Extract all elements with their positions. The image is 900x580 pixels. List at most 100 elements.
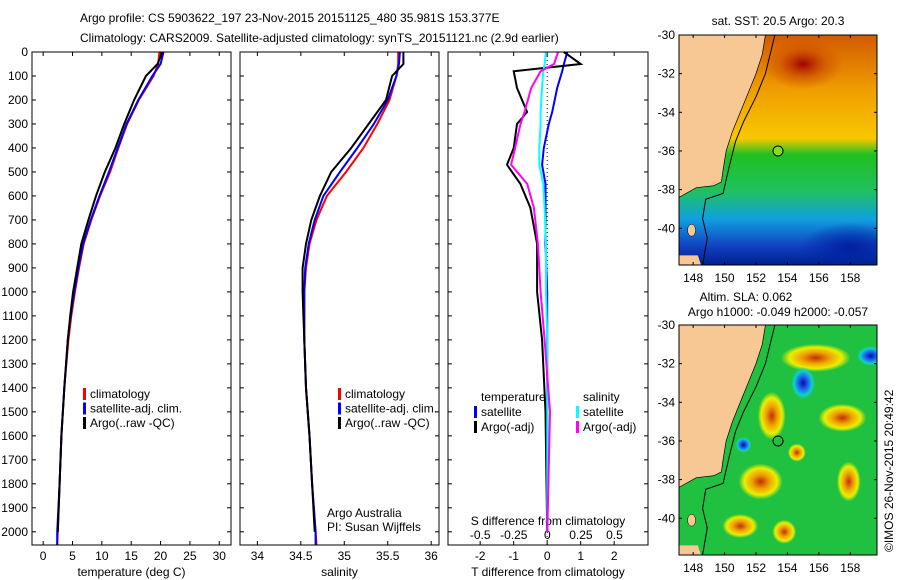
y-tick-label: 600 <box>8 189 28 203</box>
lon-tick-label: 156 <box>809 271 829 285</box>
lat-tick-label: -38 <box>658 473 676 487</box>
series-line-satellite-adj-clim- <box>303 51 401 545</box>
series-line-climatology <box>303 52 400 546</box>
x-tick-label: 0 <box>40 549 47 563</box>
x-tick-label: 25 <box>183 549 197 563</box>
s-tick-label: 0.25 <box>569 528 593 542</box>
x-tick-label: 20 <box>154 549 168 563</box>
coastline <box>679 325 766 488</box>
s-tick-label: -0.25 <box>500 528 528 542</box>
y-tick-label: 400 <box>8 141 28 155</box>
x-tick-label: 10 <box>95 549 109 563</box>
warm-eddy <box>818 403 867 432</box>
cold-eddy <box>856 345 877 366</box>
island <box>687 223 696 237</box>
y-tick-label: 900 <box>8 261 28 275</box>
lon-tick-label: 154 <box>777 561 797 575</box>
axes-frame <box>447 51 649 546</box>
land-mainland <box>679 35 766 198</box>
lon-tick-label: 148 <box>683 561 703 575</box>
credit-line1: Argo Australia <box>327 506 402 520</box>
lat-tick-label: -34 <box>658 105 676 119</box>
x-tick-label: 34.5 <box>289 549 313 563</box>
warm-eddy <box>757 391 786 440</box>
lon-tick-label: 156 <box>809 561 829 575</box>
y-tick-label: 500 <box>8 165 28 179</box>
x-tick-label: 35.5 <box>376 549 400 563</box>
warm-eddy <box>738 463 783 500</box>
sst-map: 148 150 152 154 156 158 -30 -32 -34 -36 -38 -40 sat.… <box>658 14 878 285</box>
y-tick-label: 1100 <box>2 309 28 323</box>
warm-eddy <box>836 461 861 502</box>
y-tick-label: 1700 <box>1 453 28 467</box>
lat-tick-label: -32 <box>658 67 676 81</box>
x-tick-label: 30 <box>213 549 227 563</box>
sla-map: 148 150 152 154 156 158 -30 -32 -34 -36 -38 -40 Alti… <box>658 290 878 575</box>
y-tick-label: 100 <box>8 69 28 83</box>
x-tick-label: -1 <box>508 549 519 563</box>
x-axis-label: salinity <box>321 565 358 579</box>
legend-label: Argo(..raw -QC) <box>90 416 175 430</box>
lon-tick-label: 158 <box>840 561 860 575</box>
y-tick-label: 1900 <box>1 501 28 515</box>
lat-tick-label: -38 <box>658 183 676 197</box>
legend-label: Argo(-adj) <box>583 420 636 434</box>
y-tick-label: 800 <box>8 237 28 251</box>
profile-panel-3: -2 -1 0 1 2 T difference from climatology -0.5… <box>447 51 649 579</box>
lat-tick-label: -30 <box>658 318 676 332</box>
coastline <box>679 35 766 198</box>
legend-label: Argo(-adj) <box>481 420 534 434</box>
lon-tick-label: 152 <box>746 271 766 285</box>
warm-core <box>763 38 844 89</box>
lon-tick-label: 154 <box>777 271 797 285</box>
legend-swatch <box>576 421 579 433</box>
warm-eddy <box>787 443 806 462</box>
lat-tick-label: -36 <box>658 144 676 158</box>
map-title: sat. SST: 20.5 Argo: 20.3 <box>712 14 845 28</box>
cold-eddy <box>791 366 816 399</box>
axes-frame <box>31 51 232 546</box>
y-tick-label: 1500 <box>1 405 28 419</box>
isobath-contour <box>702 325 776 555</box>
credit-line2: PI: Susan Wijffels <box>327 520 421 534</box>
y-tick-label: 300 <box>8 117 28 131</box>
x-axis-label: temperature (deg C) <box>77 565 185 579</box>
figure-title-line2: Climatology: CARS2009. Satellite-adjuste… <box>80 31 559 45</box>
argo-location-marker <box>772 145 784 157</box>
x-tick-label: 35 <box>338 549 352 563</box>
y-tick-label: 1400 <box>1 381 28 395</box>
s-tick-label: 0.5 <box>606 528 623 542</box>
lon-tick-label: 150 <box>715 271 735 285</box>
land-mainland <box>679 325 766 488</box>
y-tick-label: 200 <box>8 93 28 107</box>
x-tick-label: 1 <box>577 549 584 563</box>
y-tick-label: 1800 <box>1 477 28 491</box>
legend-swatch <box>474 421 477 433</box>
y-tick-label: 2000 <box>1 525 28 539</box>
lon-tick-label: 152 <box>746 561 766 575</box>
x-tick-label: -2 <box>475 549 486 563</box>
legend-label: satellite-adj. clim. <box>345 402 437 416</box>
y-tick-label: 1600 <box>1 429 28 443</box>
land-tasmania <box>679 255 701 265</box>
legend-swatch <box>83 402 86 415</box>
axes-frame <box>239 51 440 546</box>
island <box>687 513 696 527</box>
series-line-argo-raw-qc- <box>56 51 164 532</box>
warm-eddy <box>780 343 851 372</box>
s-tick-label: 0 <box>544 528 551 542</box>
legend-swatch <box>338 402 341 415</box>
legend-swatch <box>83 388 86 400</box>
legend-swatch <box>338 417 341 429</box>
series-line-temperature-argo-adj- <box>505 51 584 532</box>
series-line-argo-raw-qc- <box>301 52 405 532</box>
y-tick-label: 1200 <box>1 333 28 347</box>
profile-panel-1: 0100200300400500600700800900100011001200… <box>1 45 232 579</box>
x-tick-label: 36 <box>424 549 438 563</box>
legend-swatch <box>576 406 579 418</box>
legend-label: Argo(..raw -QC) <box>345 416 430 430</box>
lat-tick-label: -40 <box>658 511 676 525</box>
warm-eddy <box>722 514 759 539</box>
legend-label: satellite-adj. clim. <box>90 402 182 416</box>
